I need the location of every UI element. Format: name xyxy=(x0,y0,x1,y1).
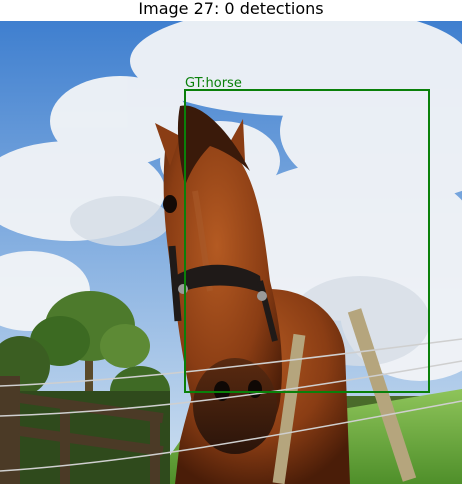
ground-truth-box xyxy=(184,89,430,393)
figure-title: Image 27: 0 detections xyxy=(138,0,324,18)
horse-photo xyxy=(0,21,462,484)
ground-truth-label: GT:horse xyxy=(185,76,242,91)
